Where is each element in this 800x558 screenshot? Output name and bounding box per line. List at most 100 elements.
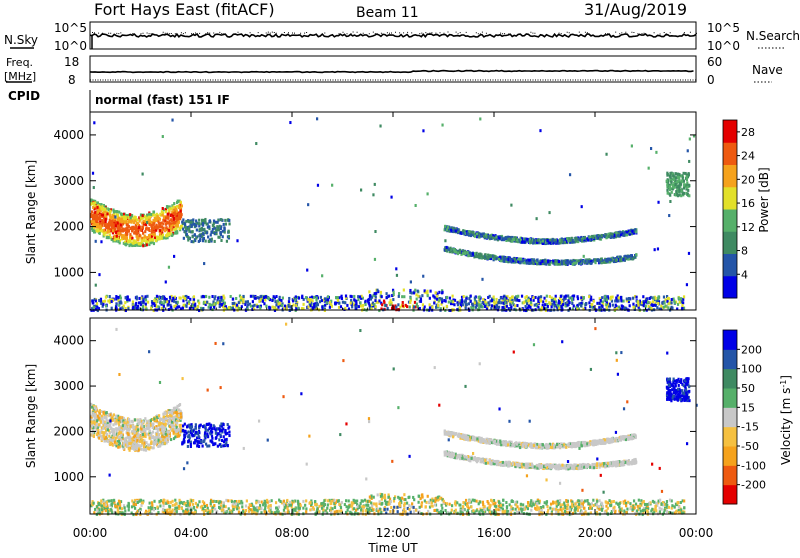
heatmap-cell xyxy=(455,229,457,232)
heatmap-cell xyxy=(134,227,136,230)
heatmap-cell xyxy=(687,189,689,192)
heatmap-cell xyxy=(619,255,621,258)
heatmap-cell xyxy=(198,309,200,312)
heatmap-cell xyxy=(307,306,309,309)
heatmap-cell xyxy=(345,499,347,502)
heatmap-cell xyxy=(392,291,394,294)
heatmap-cell xyxy=(241,505,243,508)
heatmap-cell xyxy=(414,301,416,304)
heatmap-cell xyxy=(527,501,529,504)
heatmap-cell xyxy=(467,254,469,257)
heatmap-cell xyxy=(284,305,286,308)
heatmap-cell xyxy=(175,227,177,230)
heatmap-cell xyxy=(685,172,687,175)
heatmap-cell xyxy=(183,304,185,307)
heatmap-cell xyxy=(618,306,620,309)
heatmap-cell xyxy=(371,509,373,512)
heatmap-cell xyxy=(236,239,238,242)
heatmap-cell xyxy=(463,295,465,298)
heatmap-cell xyxy=(165,216,167,219)
colorbar-swatch xyxy=(723,254,737,277)
heatmap-cell xyxy=(478,303,480,306)
heatmap-cell xyxy=(288,300,290,303)
heatmap-cell xyxy=(604,295,606,298)
heatmap-cell xyxy=(142,244,144,247)
heatmap-cell xyxy=(566,304,568,307)
heatmap-cell xyxy=(149,236,151,239)
heatmap-cell xyxy=(666,174,668,177)
heatmap-cell xyxy=(678,173,680,176)
heatmap-cell xyxy=(680,508,682,511)
heatmap-cell xyxy=(514,258,516,261)
heatmap-cell xyxy=(541,306,543,309)
heatmap-cell xyxy=(543,297,545,300)
heatmap-cell xyxy=(434,500,436,503)
heatmap-cell xyxy=(493,255,495,258)
heatmap-cell xyxy=(172,205,174,208)
heatmap-cell xyxy=(581,205,583,208)
heatmap-cell xyxy=(184,223,186,226)
heatmap-cell xyxy=(224,227,226,230)
heatmap-cell xyxy=(175,232,177,235)
heatmap-cell xyxy=(545,260,547,263)
heatmap-cell xyxy=(445,300,447,303)
heatmap-cell xyxy=(679,182,681,185)
heatmap-cell xyxy=(441,301,443,304)
heatmap-cell xyxy=(422,129,424,132)
heatmap-cell xyxy=(340,305,342,308)
heatmap-cell xyxy=(104,300,106,303)
heatmap-cell xyxy=(305,499,307,502)
heatmap-cell xyxy=(514,304,516,307)
heatmap-cell xyxy=(502,302,504,305)
freq-left-tick-top: 18 xyxy=(64,55,79,69)
heatmap-cell xyxy=(326,301,328,304)
heatmap-cell xyxy=(632,297,634,300)
heatmap-cell xyxy=(263,296,265,299)
heatmap-cell xyxy=(199,228,201,231)
heatmap-cell xyxy=(145,239,147,242)
heatmap-cell xyxy=(277,306,279,309)
heatmap-cell xyxy=(98,299,100,302)
heatmap-cell xyxy=(374,230,376,233)
heatmap-cell xyxy=(631,230,633,233)
heatmap-cell xyxy=(202,295,204,298)
heatmap-cell xyxy=(599,302,601,305)
heatmap-cell xyxy=(421,294,423,297)
heatmap-cell xyxy=(688,252,690,255)
heatmap-cell xyxy=(188,227,190,230)
heatmap-cell xyxy=(589,238,591,241)
heatmap-cell xyxy=(585,260,587,263)
heatmap-cell xyxy=(635,230,637,233)
heatmap-cell xyxy=(686,283,688,286)
heatmap-cell xyxy=(215,229,217,232)
heatmap-cell xyxy=(588,295,590,298)
heatmap-cell xyxy=(318,510,320,513)
heatmap-cell xyxy=(126,233,128,236)
heatmap-cell xyxy=(206,231,208,234)
heatmap-cell xyxy=(148,506,150,509)
heatmap-cell xyxy=(409,301,411,304)
heatmap-cell xyxy=(232,298,234,301)
heatmap-cell xyxy=(145,303,147,306)
heatmap-cell xyxy=(675,190,677,193)
heatmap-cell xyxy=(508,238,510,241)
heatmap-cell xyxy=(677,194,679,197)
heatmap-cell xyxy=(242,298,244,301)
heatmap-cell xyxy=(131,505,133,508)
heatmap-cell xyxy=(483,232,485,235)
heatmap-cell xyxy=(194,303,196,306)
heatmap-cell xyxy=(175,208,177,211)
heatmap-cell xyxy=(228,235,230,238)
heatmap-cell xyxy=(206,223,208,226)
heatmap-cell xyxy=(474,297,476,300)
heatmap-cell xyxy=(302,303,304,306)
heatmap-cell xyxy=(221,303,223,306)
heatmap-cell xyxy=(230,295,232,298)
heatmap-cell xyxy=(575,237,577,240)
heatmap-cell xyxy=(105,305,107,308)
heatmap-cell xyxy=(540,300,542,303)
heatmap-cell xyxy=(247,303,249,306)
heatmap-cell xyxy=(174,212,176,215)
heatmap-cell xyxy=(110,216,112,219)
heatmap-cell xyxy=(370,298,372,301)
